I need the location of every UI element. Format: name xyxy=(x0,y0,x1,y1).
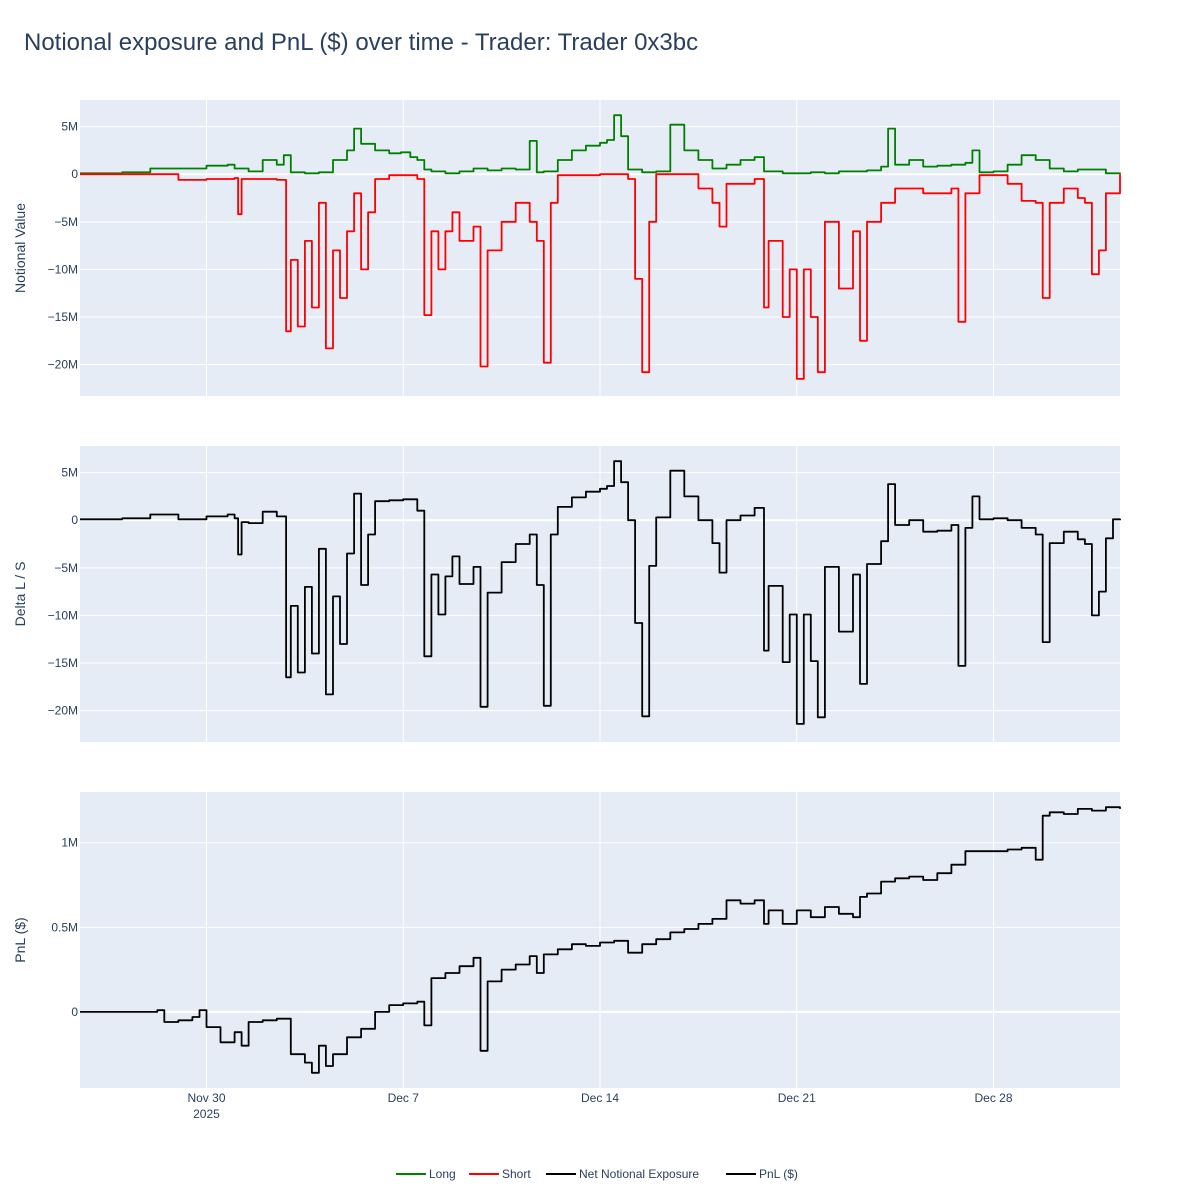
legend-item[interactable]: Short xyxy=(469,1167,531,1181)
legend-item[interactable]: PnL ($) xyxy=(726,1167,798,1181)
y-tick-label: −5M xyxy=(54,215,78,229)
y-tick-label: −20M xyxy=(48,704,78,718)
subplot-3: 1M 0.5M 0 PnL ($) xyxy=(12,792,1121,1088)
y-tick-label: 0 xyxy=(71,167,78,181)
y-axis-title: Delta L / S xyxy=(12,562,28,627)
series-line-net-notional-exposure[interactable] xyxy=(80,460,1121,725)
y-tick-label: 1M xyxy=(61,836,78,850)
y-axis-title: PnL ($) xyxy=(12,917,28,962)
legend-label: Long xyxy=(429,1167,456,1181)
legend-label: PnL ($) xyxy=(759,1167,798,1181)
x-tick-sublabel: 2025 xyxy=(193,1107,220,1121)
y-tick-label: 5M xyxy=(61,120,78,134)
legend[interactable]: Long Short Net Notional Exposure PnL ($) xyxy=(396,1167,798,1181)
series-line-short[interactable] xyxy=(80,173,1121,380)
y-tick-label: −10M xyxy=(48,608,78,622)
y-tick-label: −10M xyxy=(48,262,78,276)
legend-label: Net Notional Exposure xyxy=(579,1167,699,1181)
x-tick-label: Dec 14 xyxy=(581,1091,619,1105)
subplot-2: 5M 0 −5M −10M −15M −20M Delta L / S xyxy=(12,446,1121,742)
x-tick-label: Nov 30 xyxy=(187,1091,225,1105)
y-tick-label: −15M xyxy=(48,310,78,324)
y-tick-label: 0 xyxy=(71,1005,78,1019)
x-tick-label: Dec 28 xyxy=(974,1091,1012,1105)
y-tick-label: 5M xyxy=(61,466,78,480)
y-axis-title: Notional Value xyxy=(12,203,28,293)
y-tick-label: −15M xyxy=(48,656,78,670)
x-axis: Nov 30 2025 Dec 7 Dec 14 Dec 21 Dec 28 xyxy=(187,1091,1012,1121)
y-tick-label: 0 xyxy=(71,513,78,527)
series-line-pnl[interactable] xyxy=(80,806,1121,1074)
legend-label: Short xyxy=(502,1167,531,1181)
x-tick-label: Dec 21 xyxy=(778,1091,816,1105)
subplot-1: 5M 0 −5M −10M −15M −20M Notional Value xyxy=(12,100,1121,396)
y-tick-label: 0.5M xyxy=(51,920,78,934)
y-tick-label: −20M xyxy=(48,358,78,372)
series-line-long[interactable] xyxy=(80,114,1121,175)
chart-title: Notional exposure and PnL ($) over time … xyxy=(24,29,698,56)
x-tick-label: Dec 7 xyxy=(388,1091,420,1105)
y-tick-label: −5M xyxy=(54,561,78,575)
legend-item[interactable]: Net Notional Exposure xyxy=(546,1167,699,1181)
panels: 5M 0 −5M −10M −15M −20M Notional Value 5M 0 −5M −1… xyxy=(12,100,1121,1088)
legend-item[interactable]: Long xyxy=(396,1167,456,1181)
